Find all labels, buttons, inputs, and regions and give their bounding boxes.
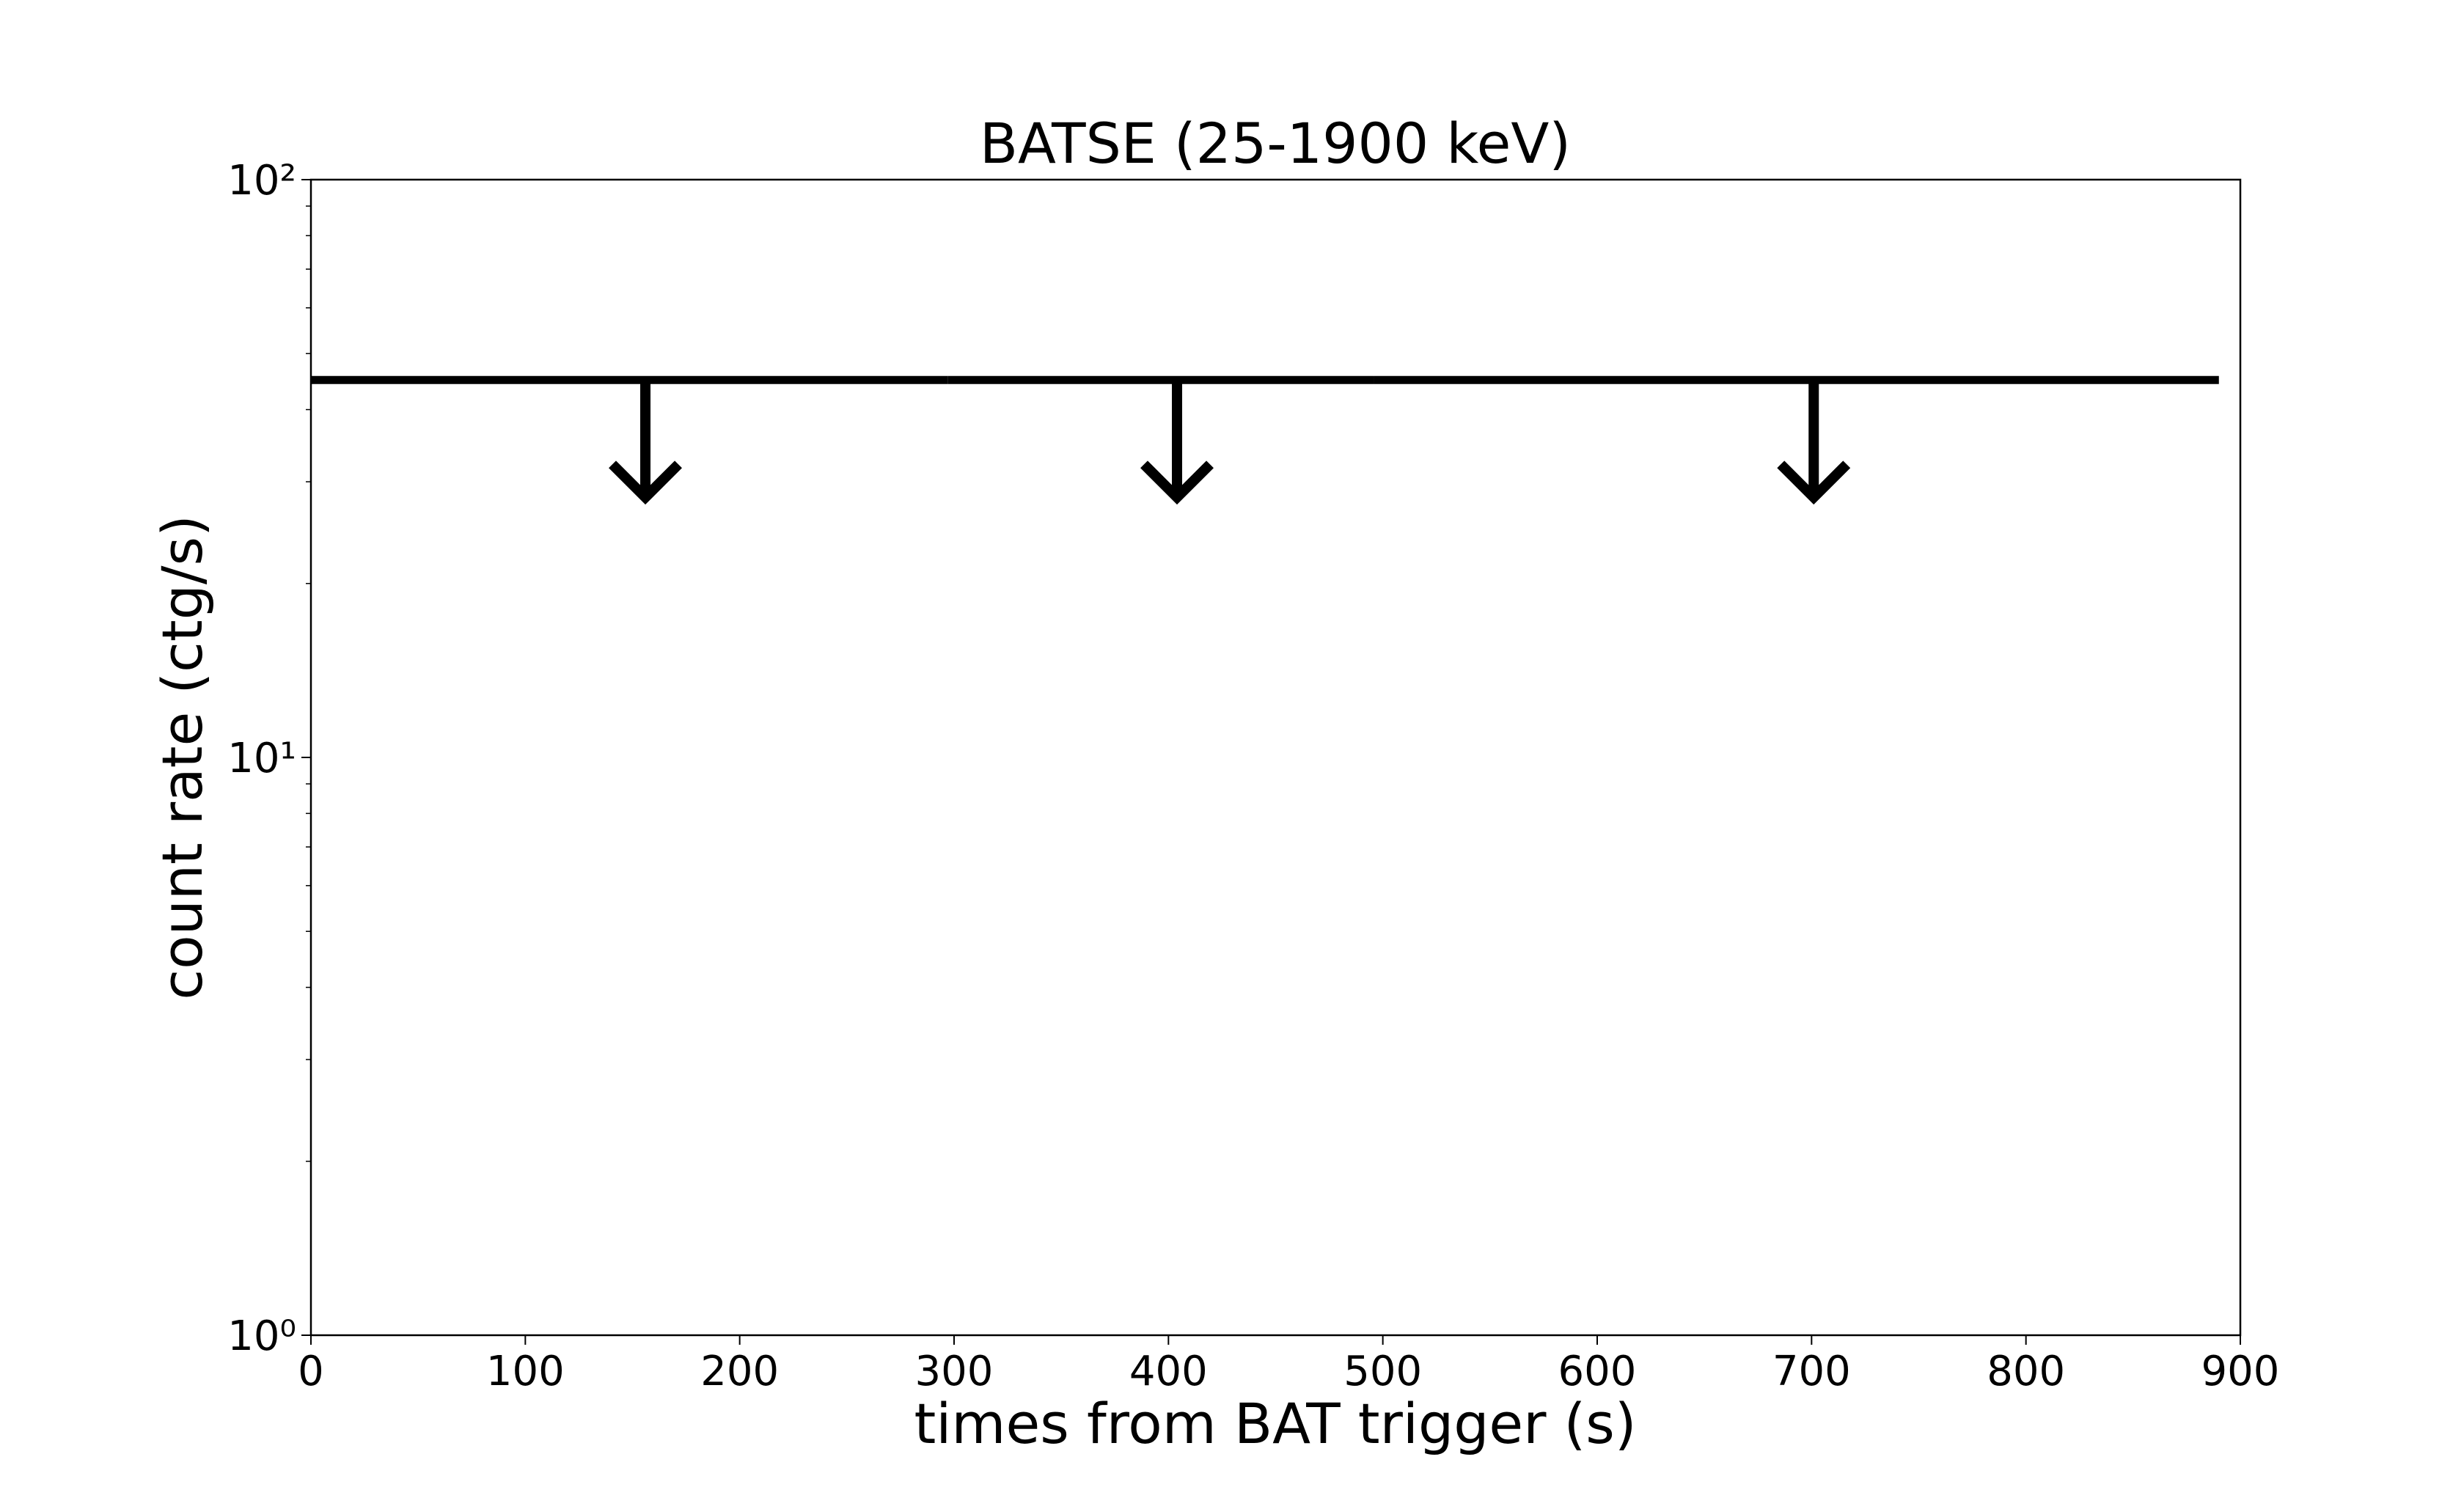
x-tick-label: 300: [915, 1348, 994, 1395]
x-tick-label: 200: [700, 1348, 779, 1395]
x-tick-label: 400: [1129, 1348, 1208, 1395]
x-tick-label: 800: [1987, 1348, 2065, 1395]
x-tick-label: 700: [1772, 1348, 1851, 1395]
limit-arrow: [609, 380, 682, 505]
x-tick-label: 500: [1343, 1348, 1422, 1395]
x-axis-label: times from BAT trigger (s): [914, 1391, 1637, 1456]
x-tick-label: 0: [298, 1348, 324, 1395]
y-axis-label: count rate (ctg/s): [150, 515, 215, 999]
chart-title: BATSE (25-1900 keV): [980, 111, 1571, 176]
x-tick-label: 900: [2201, 1348, 2280, 1395]
y-tick-label: 10²: [227, 157, 296, 205]
y-tick-label: 10¹: [227, 735, 296, 782]
x-tick-label: 600: [1558, 1348, 1637, 1395]
x-tick-label: 100: [486, 1348, 565, 1395]
limit-arrow: [1777, 380, 1851, 505]
y-tick-label: 10⁰: [227, 1312, 296, 1360]
limit-arrow: [1140, 380, 1214, 505]
